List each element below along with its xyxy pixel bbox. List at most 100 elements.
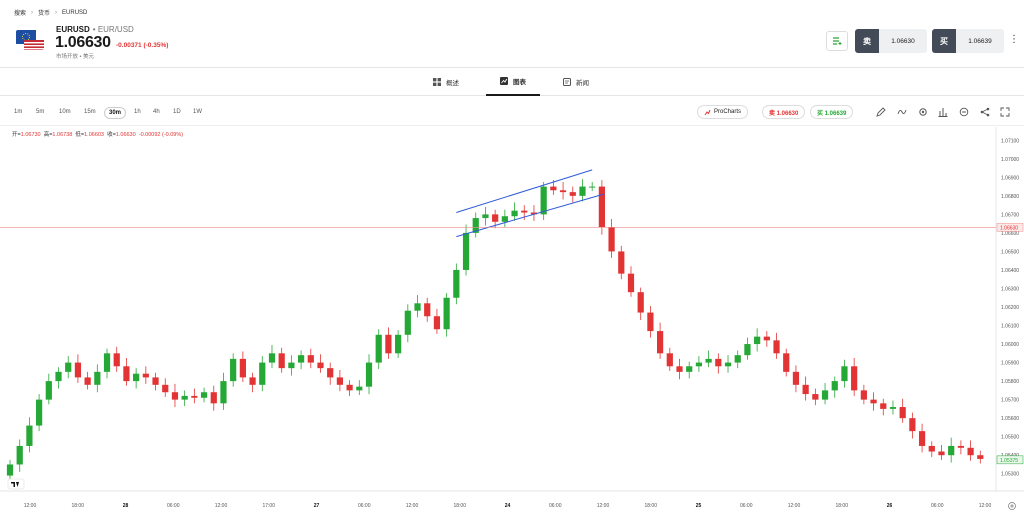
- sell-button[interactable]: 卖 1.06630: [855, 29, 927, 53]
- x-tick-label: 12:00: [24, 503, 37, 509]
- candle-up: [821, 390, 829, 400]
- candle-down: [278, 353, 285, 369]
- more-options-icon[interactable]: ⋮: [1009, 34, 1019, 45]
- y-tick-label: 1.07100: [1001, 138, 1019, 144]
- candle-down: [346, 384, 353, 391]
- candle-down: [618, 251, 625, 274]
- draw-icon[interactable]: [875, 106, 887, 118]
- candle-down: [918, 431, 926, 446]
- fullscreen-icon[interactable]: [999, 106, 1011, 118]
- candle-down: [627, 273, 635, 293]
- chevron-right-icon: ›: [31, 9, 34, 16]
- candle-up: [356, 386, 363, 391]
- candle-up: [511, 210, 518, 217]
- x-tick-label: 24: [505, 503, 511, 509]
- ohlc-readout: 开=1.06730 高=1.06738 低=1.06603 收=1.06630 …: [12, 132, 184, 138]
- candle-down: [74, 362, 82, 378]
- tab-chart[interactable]: 图表: [486, 68, 540, 96]
- breadcrumb-symbol[interactable]: EURUSD: [62, 9, 88, 16]
- candle-down: [239, 358, 246, 378]
- buy-pill-button[interactable]: 买 1.06639: [810, 105, 854, 119]
- share-icon[interactable]: [979, 106, 991, 118]
- settings-icon[interactable]: [917, 106, 929, 118]
- timeframe-10m[interactable]: 10m: [59, 109, 71, 115]
- tab-overview[interactable]: 概述: [433, 68, 459, 96]
- buy-price: 1.06639: [956, 29, 1004, 53]
- timeframe-30m[interactable]: 30m: [104, 107, 127, 119]
- candle-up: [181, 395, 188, 400]
- y-tick-label: 1.06600: [1001, 231, 1019, 237]
- order-list-button[interactable]: [826, 31, 848, 51]
- candle-up: [889, 407, 897, 409]
- candle-up: [724, 362, 732, 367]
- x-tick-label: 18:00: [71, 503, 84, 509]
- buy-button[interactable]: 买 1.06639: [932, 29, 1004, 53]
- candle-down: [530, 212, 538, 215]
- channel-upper-line: [456, 169, 593, 213]
- candle-down: [123, 366, 130, 382]
- bid-price-tag: [996, 455, 1024, 465]
- candle-up: [462, 232, 470, 270]
- timeframe-5m[interactable]: 5m: [36, 109, 45, 115]
- candle-down: [909, 418, 916, 432]
- candle-down: [763, 336, 770, 341]
- breadcrumb-search[interactable]: 搜索: [14, 11, 27, 17]
- sell-pill-button[interactable]: 卖 1.06630: [762, 105, 806, 119]
- tradingview-logo-icon: [7, 478, 25, 490]
- candle-down: [521, 210, 528, 213]
- candle-up: [501, 216, 508, 222]
- candle-down: [773, 340, 780, 354]
- timeframe-4h[interactable]: 4h: [153, 109, 160, 115]
- candle-down: [336, 377, 344, 385]
- timeframe-1h[interactable]: 1h: [134, 109, 141, 115]
- candle-down: [637, 292, 644, 313]
- chart-type-icon[interactable]: [937, 106, 949, 118]
- indicators-icon[interactable]: [896, 106, 908, 118]
- candle-down: [307, 355, 314, 363]
- candle-up: [948, 445, 955, 456]
- candle-up: [36, 399, 43, 426]
- price-change: -0.00371 (-0.35%): [116, 42, 169, 49]
- chart-toolbar: 1m 5m 10m 15m 30m 1h 4h 1D 1W ProCharts …: [0, 100, 1024, 126]
- x-tick-label: 12:00: [215, 503, 228, 509]
- candle-up: [395, 334, 402, 354]
- candle-up: [220, 381, 227, 404]
- candle-up: [831, 381, 838, 391]
- current-price-tag: [996, 223, 1024, 232]
- x-tick-label: 12:00: [788, 503, 801, 509]
- candle-up: [734, 355, 741, 363]
- candle-down: [152, 377, 159, 385]
- y-tick-label: 1.06200: [1001, 305, 1019, 311]
- timeframe-15m[interactable]: 15m: [84, 109, 96, 115]
- candle-down: [715, 358, 722, 367]
- candle-down: [492, 214, 499, 222]
- candle-up: [288, 362, 295, 369]
- price-chart[interactable]: 开=1.06730 高=1.06738 低=1.06603 收=1.06630 …: [0, 127, 1024, 513]
- timeframe-1w[interactable]: 1W: [193, 109, 202, 115]
- y-tick-label: 1.06400: [1001, 268, 1019, 274]
- candle-down: [647, 312, 654, 332]
- procharts-icon: [704, 109, 711, 115]
- screenshot-icon[interactable]: [958, 106, 970, 118]
- tab-news[interactable]: 新闻: [563, 68, 589, 96]
- candle-up: [686, 366, 693, 372]
- procharts-button[interactable]: ProCharts: [697, 105, 749, 119]
- x-tick-label: 06:00: [740, 503, 753, 509]
- candlestick-svg[interactable]: 1.07100 1.07000 1.06900 1.06800 1.06700 1.066…: [0, 127, 1024, 513]
- breadcrumb-currency[interactable]: 货币: [38, 11, 51, 17]
- y-tick-label: 1.06300: [1001, 286, 1019, 292]
- grid-icon: [433, 78, 441, 86]
- candle-up: [482, 214, 489, 219]
- timeframe-1m[interactable]: 1m: [14, 109, 23, 115]
- candle-down: [880, 403, 887, 409]
- candle-up: [200, 392, 208, 398]
- candle-up: [375, 334, 382, 363]
- candle-up: [268, 353, 276, 363]
- y-tick-label: 1.06800: [1001, 194, 1019, 200]
- candle-up: [589, 186, 596, 188]
- candle-up: [453, 269, 460, 298]
- candle-up: [55, 371, 62, 382]
- timeframe-1d[interactable]: 1D: [173, 109, 181, 115]
- candle-up: [841, 366, 848, 382]
- candle-down: [550, 186, 557, 191]
